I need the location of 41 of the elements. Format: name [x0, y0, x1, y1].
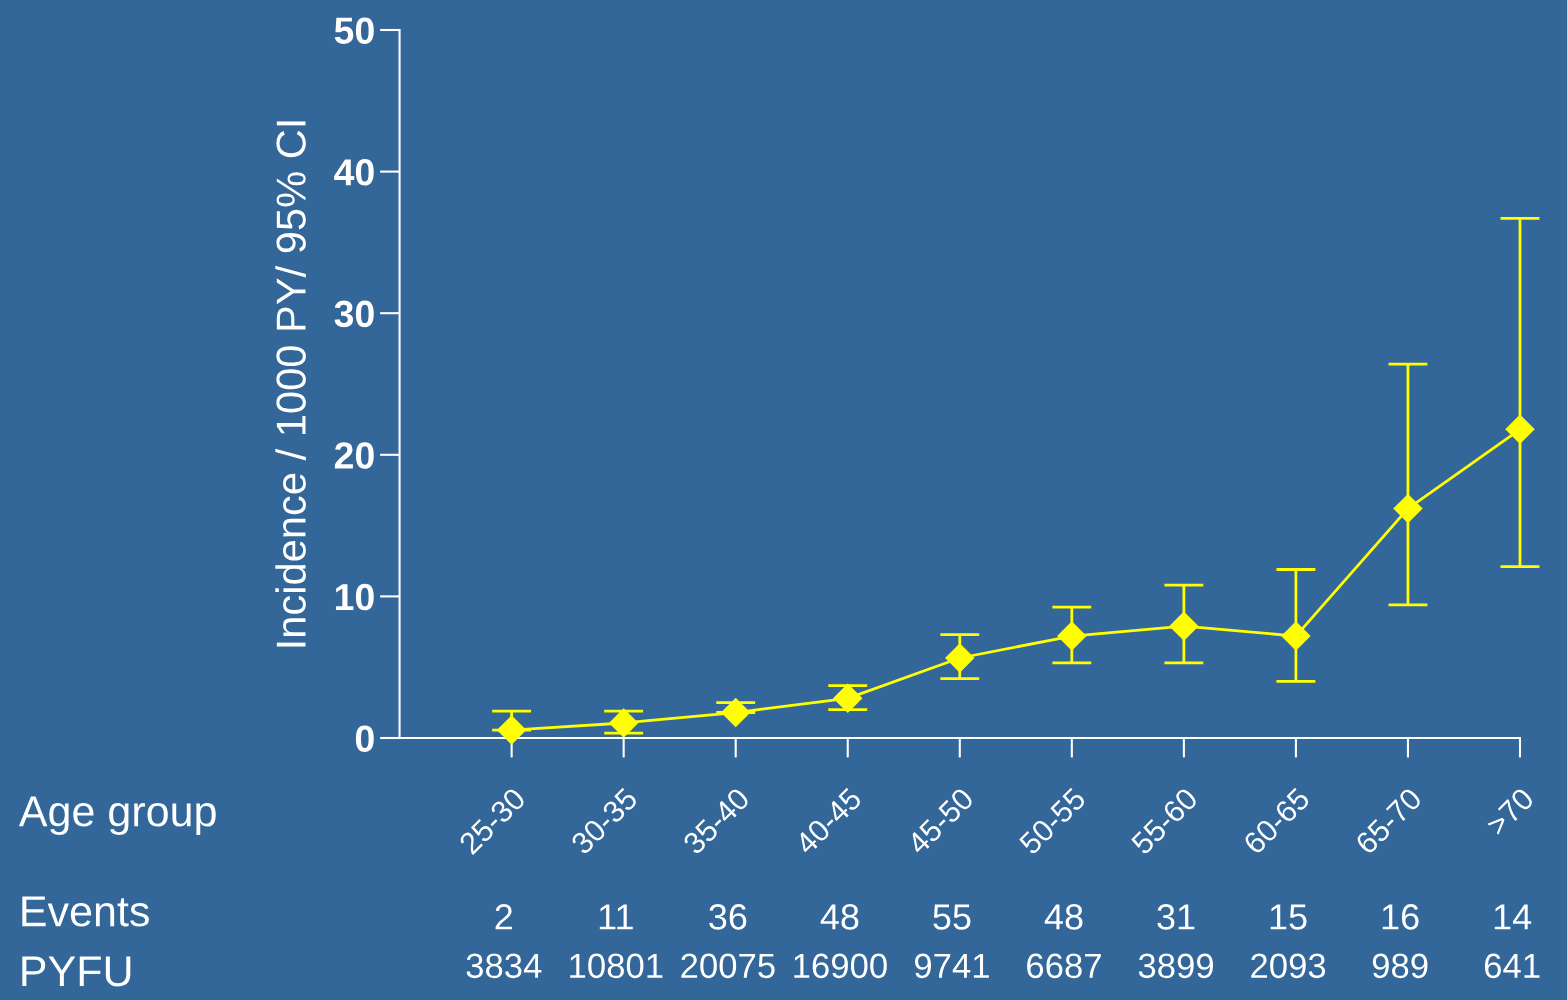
text: Events: [22, 896, 149, 927]
text: PYFU: [22, 956, 131, 987]
text: 48: [820, 904, 859, 930]
text: 31: [1157, 904, 1195, 930]
text: 20075: [681, 953, 775, 979]
point: [1505, 414, 1535, 444]
y-tick-label: 40: [334, 159, 374, 186]
text: Age group: [18, 796, 216, 836]
text: 3834: [466, 953, 542, 979]
point: [833, 683, 863, 713]
y-tick-label: 20: [334, 442, 374, 469]
text: 14: [1494, 904, 1532, 930]
text: 36: [709, 904, 747, 930]
y-tick-label: 30: [334, 300, 374, 328]
point: [721, 698, 751, 727]
text: 3899: [1138, 953, 1214, 979]
y-tick-label: 0: [355, 725, 374, 752]
text: 6687: [1027, 953, 1101, 979]
point: [1169, 611, 1199, 641]
x-tick-label: >70: [1484, 786, 1536, 837]
text: 2093: [1251, 953, 1326, 979]
text: 15: [1270, 904, 1307, 930]
y-tick-label: 50: [334, 17, 374, 44]
text: 641: [1484, 953, 1540, 979]
point: [1057, 621, 1087, 651]
text: 16900: [794, 953, 887, 979]
point: [1281, 621, 1311, 651]
point: [497, 715, 527, 745]
y-tick-label: 10: [335, 583, 374, 611]
text: 11: [599, 904, 633, 930]
text: 10801: [570, 953, 663, 979]
text: 48: [1044, 904, 1083, 930]
text: 989: [1372, 953, 1428, 979]
y-axis-title: Incidence / 1000 PY/ 95% CI: [275, 121, 306, 647]
text: 55: [933, 904, 971, 930]
text: 2: [495, 904, 513, 930]
point: [1393, 494, 1423, 524]
text: 16: [1382, 904, 1419, 930]
point: [609, 708, 639, 738]
text: 9741: [914, 953, 989, 979]
point: [945, 643, 975, 673]
